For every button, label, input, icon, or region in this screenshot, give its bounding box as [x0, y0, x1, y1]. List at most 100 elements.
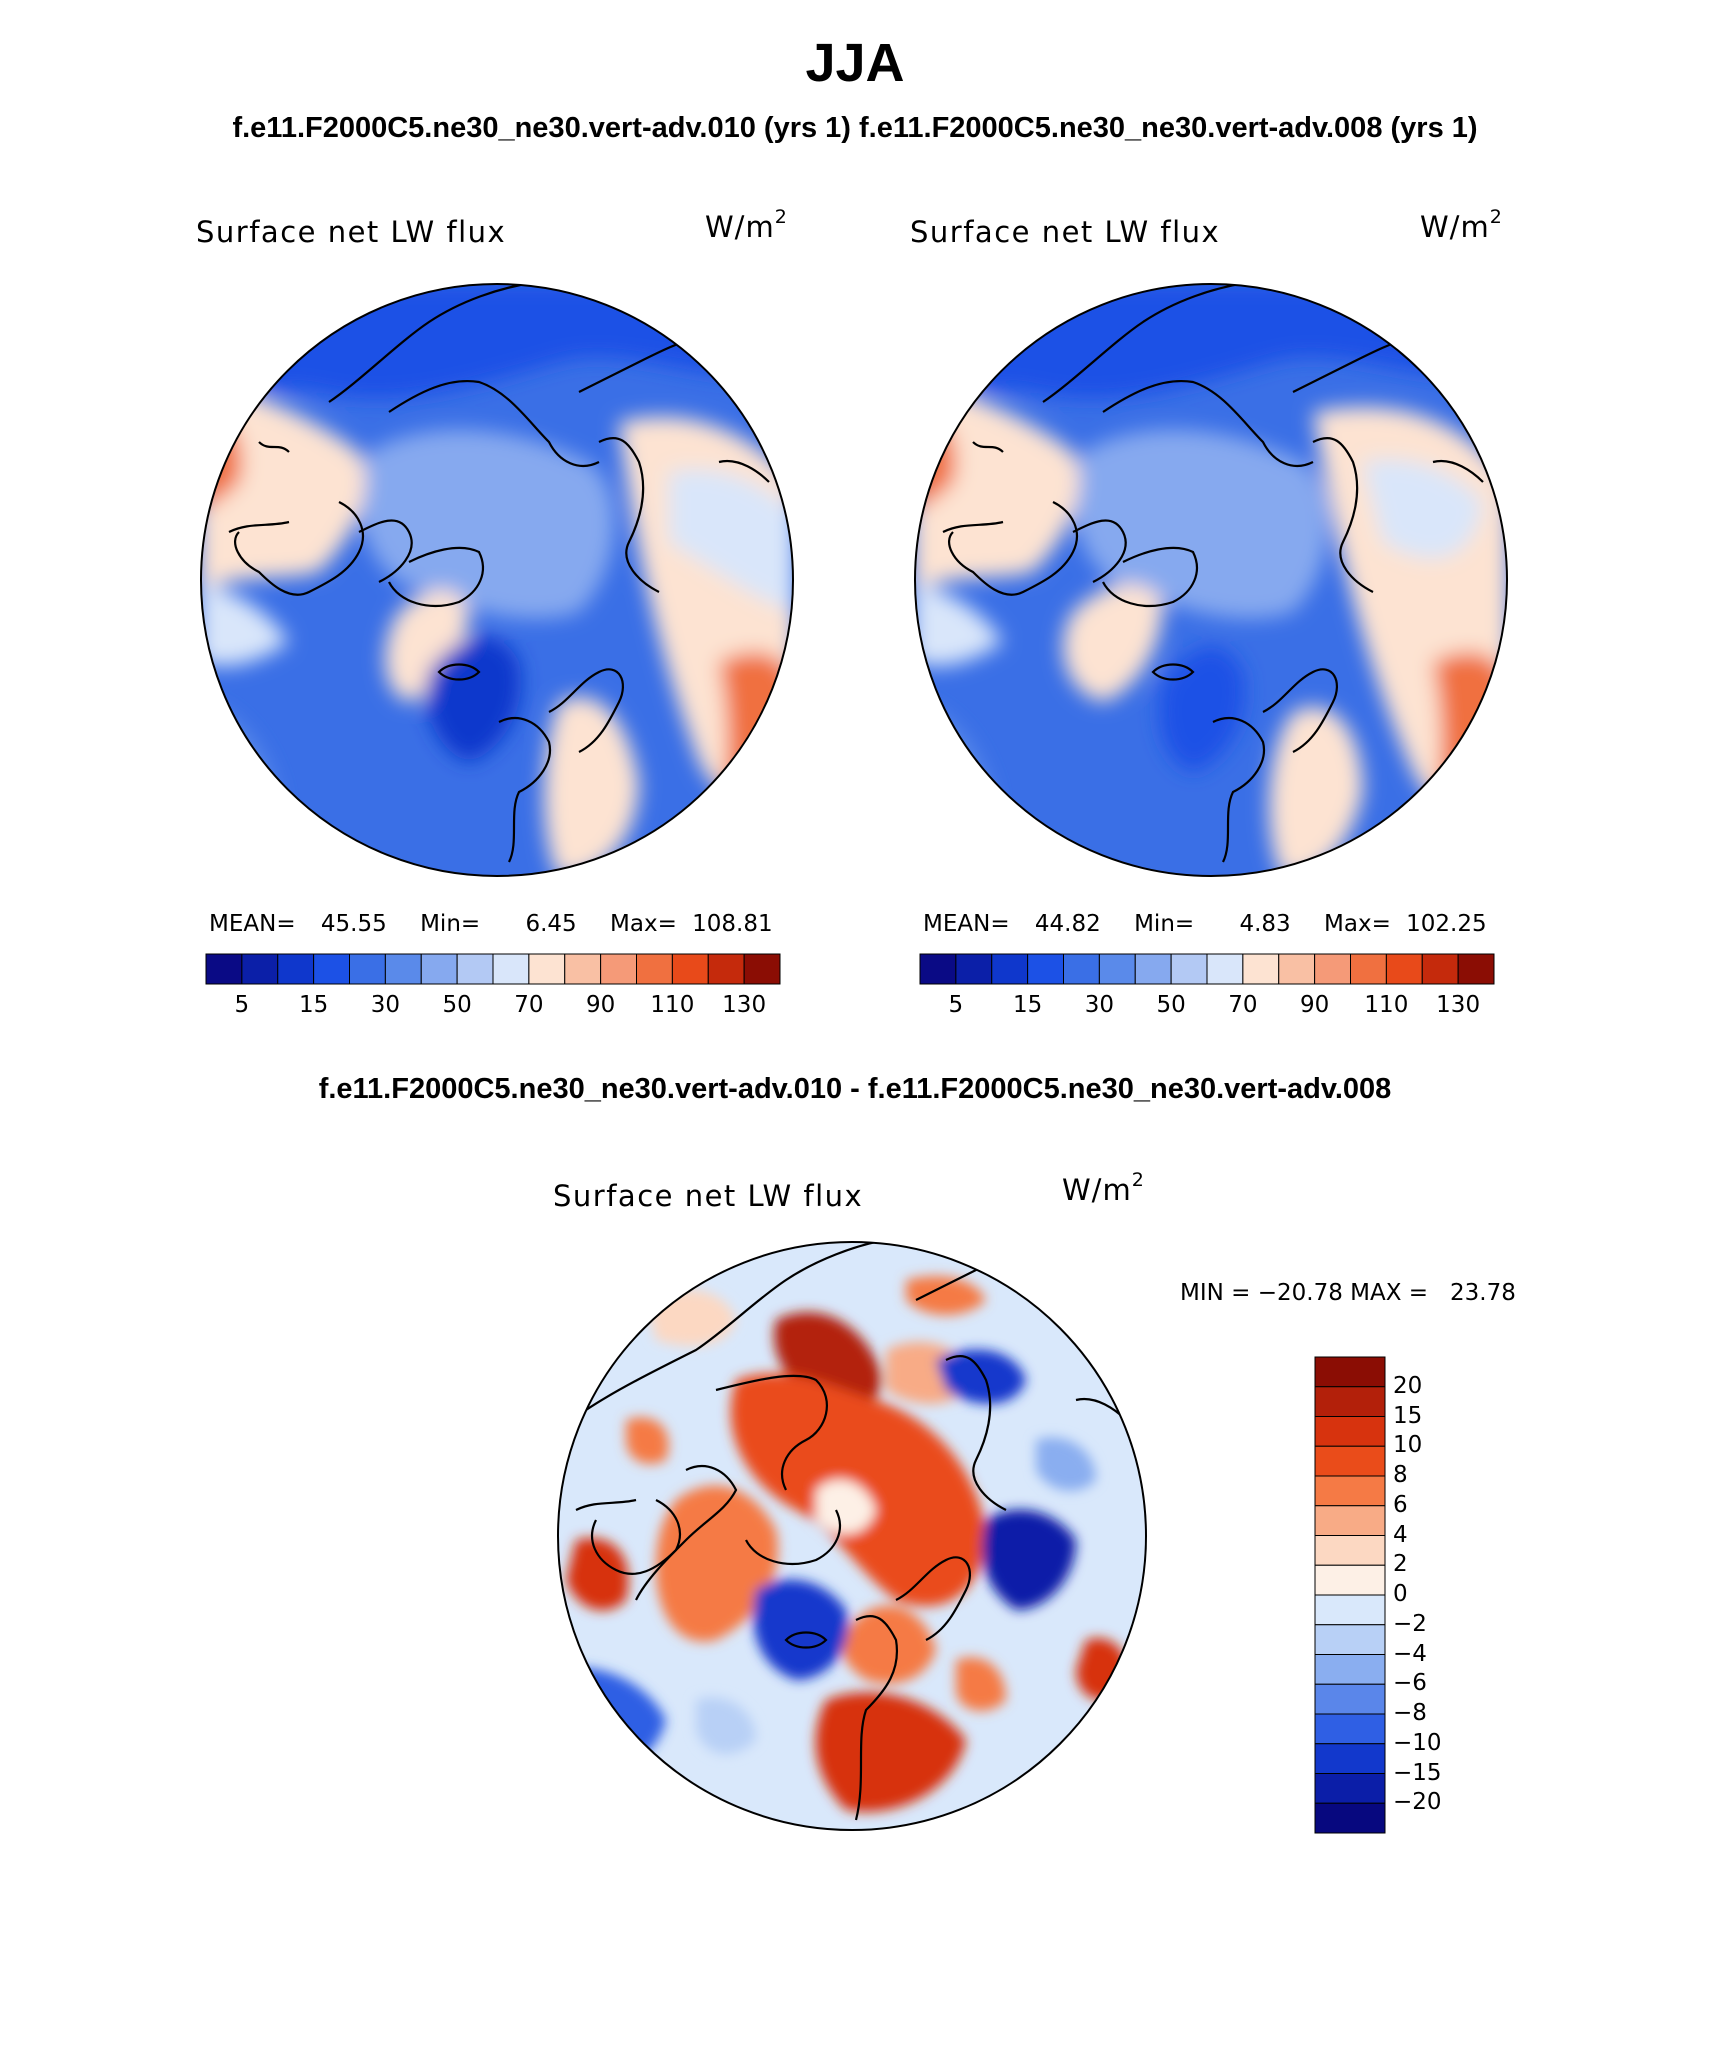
diff-colorbar-box — [1314, 1773, 1386, 1804]
diff-colorbar-box — [1314, 1475, 1386, 1507]
diff-colorbar-box — [1314, 1564, 1386, 1596]
panel1-colorbar-box — [600, 953, 637, 985]
panel1-colorbar-box — [313, 953, 350, 985]
panel2-colorbar-tick-label: 50 — [1156, 992, 1186, 1018]
panel1-units: W/m2 — [705, 206, 788, 244]
panel2-colorbar-box — [919, 953, 957, 985]
panel2-min: 4.83 — [1239, 911, 1291, 937]
diff-colorbar-tick-label: 0 — [1393, 1581, 1408, 1607]
panel1-title: Surface net LW flux — [196, 215, 507, 249]
panel1-colorbar-box — [277, 953, 315, 985]
panel1-min: 6.45 — [525, 911, 577, 937]
panel2-colorbar-box — [1457, 953, 1495, 985]
panel2-colorbar-box — [955, 953, 993, 985]
panel1-stats: MEAN= 45.55 Min= 6.45 Max= 108.81 — [209, 911, 773, 937]
panel2-colorbar-box — [1385, 953, 1423, 985]
panel1-colorbar-box — [743, 953, 781, 985]
panel1-colorbar-tick-label: 130 — [722, 992, 767, 1018]
diff-colorbar-tick-label: −10 — [1393, 1729, 1442, 1756]
panel2-colorbar-box — [1421, 953, 1459, 985]
panel2-colorbar-box — [1350, 953, 1387, 985]
diff-colorbar-tick-label: 4 — [1393, 1521, 1408, 1548]
panel1-colorbar-box — [205, 953, 243, 985]
diff-colorbar-tick-label: −20 — [1393, 1789, 1442, 1816]
panel2-colorbar-tick-label: 90 — [1299, 992, 1330, 1018]
panel2-colorbar-box — [1170, 953, 1208, 985]
diff-colorbar-box — [1314, 1713, 1386, 1745]
panel2-colorbar-box — [991, 953, 1029, 985]
diff-colorbar-box — [1314, 1386, 1386, 1417]
diff-colorbar-tick-label: 6 — [1393, 1491, 1408, 1518]
diff-colorbar-box — [1314, 1445, 1386, 1477]
panel2-colorbar-tick-label: 70 — [1228, 992, 1258, 1018]
panel1-colorbar-ticks: 5 15 30 50 70 90 110 130 — [206, 992, 780, 1022]
panel2-map — [914, 283, 1508, 877]
panel1-colorbar-box — [384, 953, 422, 985]
panel2-max: 102.25 — [1406, 911, 1487, 937]
panel2-colorbar-tick-label: 5 — [948, 992, 964, 1018]
panel2-colorbar-box — [1063, 953, 1100, 985]
diff-title: f.e11.F2000C5.ne30_ne30.vert-adv.010 - f… — [318, 1073, 1392, 1105]
panel2-colorbar-box — [1098, 953, 1136, 985]
diff-colorbar-tick-label: −4 — [1393, 1640, 1427, 1667]
diff-colorbar-tick-label: −6 — [1393, 1670, 1427, 1697]
panel1-colorbar-box — [420, 953, 458, 985]
diff-map — [557, 1241, 1147, 1831]
diff-colorbar-tick-label: −15 — [1393, 1759, 1442, 1786]
panel1-colorbar-tick-label: 5 — [234, 992, 250, 1018]
diff-colorbar-tick-label: 15 — [1393, 1402, 1423, 1429]
figure-subtitle: f.e11.F2000C5.ne30_ne30.vert-adv.010 (yr… — [232, 112, 1478, 144]
panel1-map — [200, 283, 794, 877]
panel1-colorbar-box — [528, 953, 566, 985]
panel2-colorbar-tick-label: 110 — [1364, 992, 1409, 1018]
panel2-colorbar-tick-label: 15 — [1012, 992, 1043, 1018]
panel1-colorbar-box — [456, 953, 494, 985]
diff-panel-title: Surface net LW flux — [553, 1179, 864, 1213]
diff-colorbar-box — [1314, 1743, 1386, 1774]
diff-colorbar — [1314, 1356, 1386, 1834]
diff-panel-minmax: MIN = −20.78 MAX = 23.78 — [1180, 1280, 1516, 1306]
panel1-colorbar-tick-label: 50 — [442, 992, 472, 1018]
panel1-colorbar-tick-label: 70 — [514, 992, 544, 1018]
panel1-colorbar-box — [349, 953, 386, 985]
panel2-colorbar-box — [1027, 953, 1064, 985]
diff-colorbar-box — [1314, 1535, 1386, 1566]
diff-colorbar-tick-label: 8 — [1393, 1462, 1408, 1488]
figure-season-title: JJA — [805, 33, 905, 93]
panel2-colorbar-tick-label: 130 — [1436, 992, 1481, 1018]
panel2-colorbar-ticks: 5 15 30 50 70 90 110 130 — [920, 992, 1494, 1022]
diff-colorbar-tick-label: −2 — [1393, 1610, 1427, 1637]
diff-colorbar-box — [1314, 1416, 1386, 1447]
diff-colorbar-box — [1314, 1654, 1386, 1685]
panel1-colorbar-tick-label: 15 — [298, 992, 329, 1018]
panel2-colorbar-box — [1278, 953, 1316, 985]
panel1-colorbar-box — [707, 953, 745, 985]
panel1-colorbar-box — [241, 953, 279, 985]
panel1-colorbar — [205, 953, 781, 985]
diff-colorbar-box — [1314, 1356, 1386, 1388]
diff-colorbar-tick-label: 2 — [1393, 1551, 1408, 1578]
panel2-colorbar-box — [1242, 953, 1280, 985]
diff-colorbar-box — [1314, 1624, 1386, 1655]
panel1-colorbar-box — [564, 953, 602, 985]
panel2-units: W/m2 — [1420, 206, 1503, 244]
diff-colorbar-ticks: 20 15 10 8 6 4 2 0 −2 −4 −6 −8 −10 −15 −20 — [1393, 1357, 1513, 1833]
panel2-colorbar-box — [1206, 953, 1244, 985]
diff-colorbar-tick-label: 20 — [1393, 1372, 1423, 1399]
panel1-colorbar-tick-label: 30 — [370, 992, 401, 1018]
panel1-colorbar-tick-label: 90 — [585, 992, 616, 1018]
panel2-stats: MEAN= 44.82 Min= 4.83 Max= 102.25 — [923, 911, 1487, 937]
diff-colorbar-tick-label: −8 — [1393, 1700, 1427, 1726]
diff-colorbar-box — [1314, 1683, 1386, 1715]
panel1-colorbar-tick-label: 110 — [650, 992, 695, 1018]
panel2-colorbar-box — [1314, 953, 1351, 985]
diff-panel-units: W/m2 — [1062, 1169, 1145, 1207]
panel1-max: 108.81 — [692, 911, 773, 937]
panel2-colorbar-box — [1134, 953, 1172, 985]
panel1-colorbar-box — [636, 953, 673, 985]
diff-colorbar-tick-label: 10 — [1393, 1432, 1423, 1459]
panel1-colorbar-box — [671, 953, 709, 985]
diff-colorbar-box — [1314, 1594, 1386, 1626]
panel2-title: Surface net LW flux — [910, 215, 1221, 249]
panel2-colorbar — [919, 953, 1495, 985]
